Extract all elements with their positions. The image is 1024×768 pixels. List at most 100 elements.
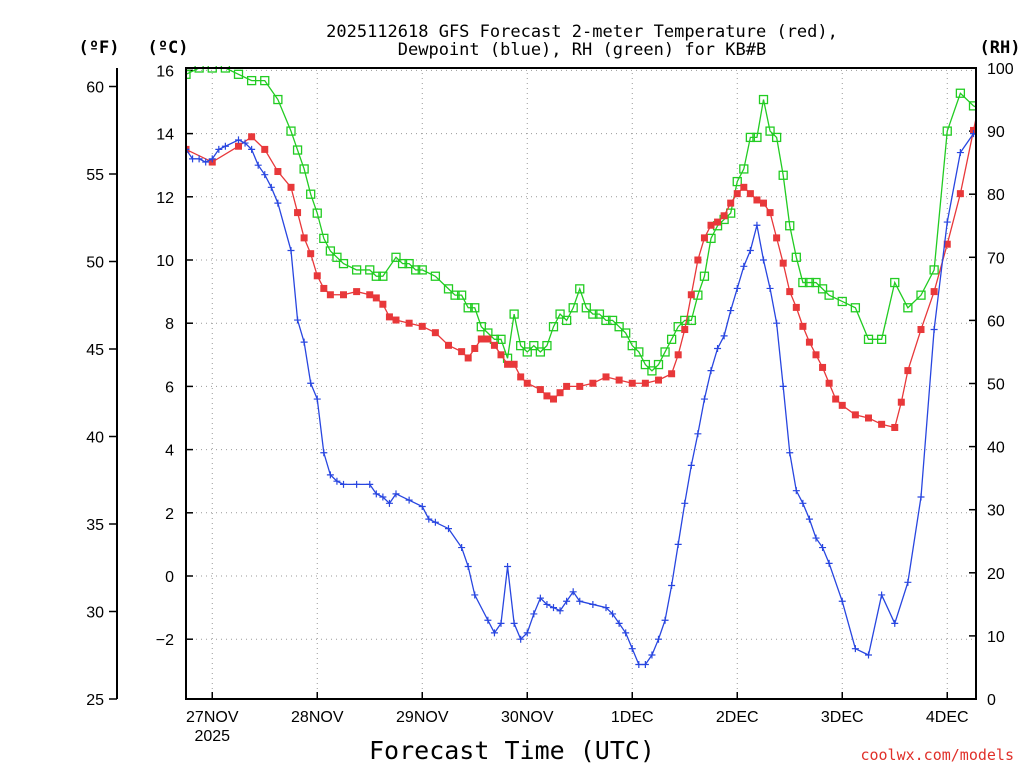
rh-tick-label: 100 [987, 61, 1014, 78]
dewpoint-point [195, 155, 203, 163]
dewpoint-point [956, 149, 964, 157]
temperature-point [1009, 174, 1016, 181]
rh-point [568, 303, 578, 313]
rh-point [391, 252, 401, 262]
dewpoint-point [733, 284, 741, 292]
temperature-point [320, 284, 328, 292]
temperature-point [235, 142, 242, 150]
temperature-point [727, 199, 735, 207]
dewpoint-point [300, 338, 308, 346]
dewpoint-point [333, 477, 341, 485]
rh-point [680, 315, 690, 326]
celsius-tick-label: 0 [165, 569, 174, 586]
rh-series [186, 66, 1017, 376]
temperature-point [458, 348, 466, 356]
rh-point [332, 252, 342, 262]
temperature-point [766, 209, 774, 217]
dewpoint-series [186, 130, 976, 668]
dewpoint-point [517, 635, 525, 643]
temperature-point [832, 395, 840, 403]
dewpoint-point [720, 332, 728, 340]
temperature-point [477, 335, 485, 343]
dewpoint-point [392, 490, 400, 498]
dewpoint-point [760, 256, 767, 264]
rh-unit-label: (RH) [980, 38, 1021, 58]
time-tick-label: 4DEC [926, 709, 969, 726]
rh-point [588, 309, 598, 319]
dewpoint-point [405, 496, 413, 504]
dewpoint-point [753, 221, 761, 229]
dewpoint-point [543, 600, 551, 608]
rh-point [601, 315, 611, 326]
dewpoint-point [530, 610, 538, 618]
dewpoint-point [458, 544, 466, 552]
rh-point [863, 334, 874, 344]
fahrenheit-tick-label: 55 [86, 167, 104, 184]
rh-point [942, 126, 952, 136]
temperature-point [261, 145, 269, 153]
chart-title-line1: 2025112618 GFS Forecast 2-meter Temperat… [326, 22, 838, 42]
dewpoint-point [589, 600, 597, 608]
temperature-point [687, 291, 695, 299]
rh-point [561, 315, 572, 326]
rh-point [378, 271, 388, 281]
dewpoint-point [648, 651, 656, 659]
rh-point [548, 322, 559, 332]
temperature-point [556, 389, 564, 397]
credit-text: coolwx.com/models [860, 746, 1014, 764]
dewpoint-point [681, 499, 689, 507]
dewpoint-point [740, 262, 748, 270]
dewpoint-point [274, 199, 282, 207]
rh-point [837, 296, 847, 307]
temperature-point [930, 288, 938, 296]
temperature-point [523, 379, 531, 387]
temperature-point [490, 341, 498, 349]
rh-point [929, 265, 939, 275]
temperature-point [714, 218, 722, 226]
temperature-point [786, 288, 794, 296]
rh-point [804, 277, 815, 288]
rh-point [916, 290, 926, 300]
time-tick-year-label: 2025 [194, 728, 230, 745]
rh-point [555, 309, 565, 319]
dewpoint-point [891, 619, 899, 627]
temperature-point [471, 344, 479, 352]
temperature-point [825, 379, 833, 387]
dewpoint-point [694, 430, 702, 438]
dewpoint-point [235, 136, 242, 144]
temperature-point [733, 190, 741, 198]
dewpoint-point [674, 540, 682, 548]
dewpoint-point [267, 183, 275, 191]
rh-point [306, 189, 316, 199]
dewpoint-point [819, 544, 827, 552]
rh-point [496, 334, 506, 344]
time-tick-label: 2DEC [716, 709, 759, 726]
dewpoint-point [668, 581, 676, 589]
rh-point [233, 69, 244, 79]
temperature-point [694, 256, 702, 264]
dewpoint-point [202, 158, 210, 166]
dewpoint-point [261, 171, 269, 179]
dewpoint-point [792, 487, 800, 495]
dewpoint-point [385, 499, 393, 507]
rh-point [955, 88, 966, 98]
dewpoint-point [307, 379, 315, 387]
rh-point [299, 164, 309, 174]
temperature-point [878, 420, 886, 428]
rh-point [542, 340, 552, 351]
rh-tick-label: 90 [987, 124, 1005, 141]
temperature-point [372, 294, 380, 302]
rh-tick-label: 40 [987, 440, 1005, 457]
dewpoint-point [917, 493, 925, 501]
celsius-tick-label: 4 [165, 443, 174, 460]
dewpoint-point [445, 525, 452, 533]
rh-tick-label: 80 [987, 187, 1005, 204]
temperature-point [602, 373, 610, 381]
rh-point [1009, 140, 1017, 148]
dewpoint-point [714, 344, 722, 352]
rh-point [614, 322, 624, 332]
temperature-point [707, 221, 715, 229]
rh-point [824, 290, 834, 300]
dewpoint-point [727, 307, 735, 315]
rh-tick-label: 0 [987, 692, 996, 709]
